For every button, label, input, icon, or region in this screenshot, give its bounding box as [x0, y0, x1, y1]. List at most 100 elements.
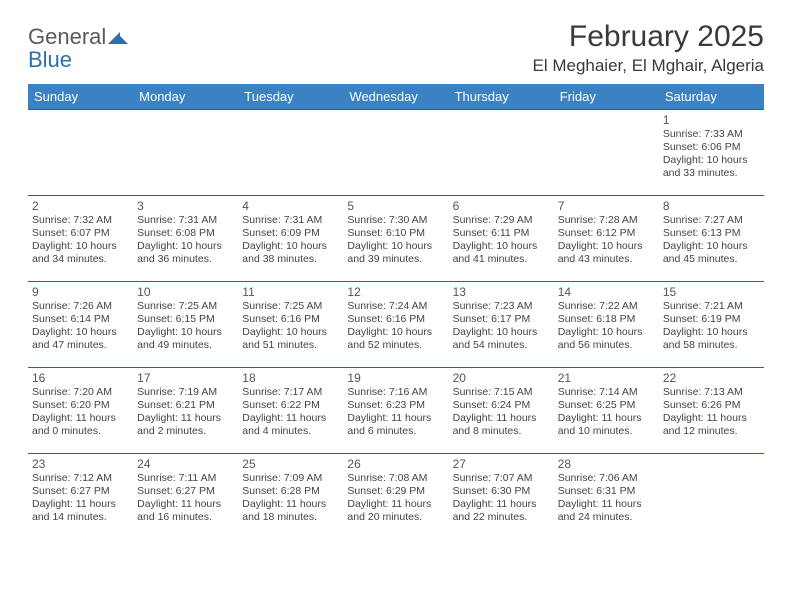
sunrise-line: Sunrise: 7:31 AM [137, 214, 234, 227]
daylight-line: Daylight: 10 hours and 51 minutes. [242, 326, 339, 352]
calendar-week-row: 23Sunrise: 7:12 AMSunset: 6:27 PMDayligh… [28, 454, 764, 540]
sunset-line: Sunset: 6:13 PM [663, 227, 760, 240]
calendar-day-cell: 11Sunrise: 7:25 AMSunset: 6:16 PMDayligh… [238, 282, 343, 368]
calendar-empty-cell [28, 110, 133, 196]
day-header: Wednesday [343, 84, 448, 110]
day-number: 1 [663, 113, 760, 127]
daylight-line: Daylight: 11 hours and 6 minutes. [347, 412, 444, 438]
day-number: 14 [558, 285, 655, 299]
calendar-empty-cell [238, 110, 343, 196]
sunrise-line: Sunrise: 7:11 AM [137, 472, 234, 485]
sunset-line: Sunset: 6:17 PM [453, 313, 550, 326]
sunset-line: Sunset: 6:10 PM [347, 227, 444, 240]
daylight-line: Daylight: 11 hours and 18 minutes. [242, 498, 339, 524]
sunrise-line: Sunrise: 7:13 AM [663, 386, 760, 399]
day-header: Thursday [449, 84, 554, 110]
day-number: 26 [347, 457, 444, 471]
sunrise-line: Sunrise: 7:26 AM [32, 300, 129, 313]
sunset-line: Sunset: 6:28 PM [242, 485, 339, 498]
header: General Blue February 2025 El Meghaier, … [28, 20, 764, 76]
daylight-line: Daylight: 10 hours and 58 minutes. [663, 326, 760, 352]
sunrise-line: Sunrise: 7:32 AM [32, 214, 129, 227]
day-header: Sunday [28, 84, 133, 110]
sunrise-line: Sunrise: 7:14 AM [558, 386, 655, 399]
sunrise-line: Sunrise: 7:25 AM [137, 300, 234, 313]
daylight-line: Daylight: 11 hours and 2 minutes. [137, 412, 234, 438]
day-number: 24 [137, 457, 234, 471]
sunset-line: Sunset: 6:27 PM [137, 485, 234, 498]
sunset-line: Sunset: 6:30 PM [453, 485, 550, 498]
sunrise-line: Sunrise: 7:09 AM [242, 472, 339, 485]
sunset-line: Sunset: 6:16 PM [347, 313, 444, 326]
sunrise-line: Sunrise: 7:17 AM [242, 386, 339, 399]
sunrise-line: Sunrise: 7:15 AM [453, 386, 550, 399]
sunrise-line: Sunrise: 7:16 AM [347, 386, 444, 399]
sunset-line: Sunset: 6:07 PM [32, 227, 129, 240]
calendar-header-row: SundayMondayTuesdayWednesdayThursdayFrid… [28, 84, 764, 110]
calendar-day-cell: 7Sunrise: 7:28 AMSunset: 6:12 PMDaylight… [554, 196, 659, 282]
sunrise-line: Sunrise: 7:30 AM [347, 214, 444, 227]
calendar-day-cell: 10Sunrise: 7:25 AMSunset: 6:15 PMDayligh… [133, 282, 238, 368]
logo-mark-icon [108, 30, 128, 49]
day-number: 18 [242, 371, 339, 385]
calendar-empty-cell [554, 110, 659, 196]
day-number: 7 [558, 199, 655, 213]
sunrise-line: Sunrise: 7:22 AM [558, 300, 655, 313]
logo-word-1: General [28, 24, 106, 49]
sunrise-line: Sunrise: 7:19 AM [137, 386, 234, 399]
daylight-line: Daylight: 11 hours and 22 minutes. [453, 498, 550, 524]
sunset-line: Sunset: 6:22 PM [242, 399, 339, 412]
daylight-line: Daylight: 11 hours and 0 minutes. [32, 412, 129, 438]
sunrise-line: Sunrise: 7:33 AM [663, 128, 760, 141]
sunrise-line: Sunrise: 7:31 AM [242, 214, 339, 227]
sunrise-line: Sunrise: 7:06 AM [558, 472, 655, 485]
logo-word-2: Blue [28, 47, 72, 72]
daylight-line: Daylight: 11 hours and 24 minutes. [558, 498, 655, 524]
calendar-week-row: 16Sunrise: 7:20 AMSunset: 6:20 PMDayligh… [28, 368, 764, 454]
calendar-day-cell: 13Sunrise: 7:23 AMSunset: 6:17 PMDayligh… [449, 282, 554, 368]
calendar-day-cell: 8Sunrise: 7:27 AMSunset: 6:13 PMDaylight… [659, 196, 764, 282]
daylight-line: Daylight: 10 hours and 49 minutes. [137, 326, 234, 352]
daylight-line: Daylight: 10 hours and 52 minutes. [347, 326, 444, 352]
calendar-day-cell: 18Sunrise: 7:17 AMSunset: 6:22 PMDayligh… [238, 368, 343, 454]
day-number: 10 [137, 285, 234, 299]
sunrise-line: Sunrise: 7:24 AM [347, 300, 444, 313]
sunrise-line: Sunrise: 7:07 AM [453, 472, 550, 485]
calendar-week-row: 9Sunrise: 7:26 AMSunset: 6:14 PMDaylight… [28, 282, 764, 368]
calendar-day-cell: 28Sunrise: 7:06 AMSunset: 6:31 PMDayligh… [554, 454, 659, 540]
daylight-line: Daylight: 11 hours and 12 minutes. [663, 412, 760, 438]
day-number: 2 [32, 199, 129, 213]
sunrise-line: Sunrise: 7:23 AM [453, 300, 550, 313]
daylight-line: Daylight: 10 hours and 45 minutes. [663, 240, 760, 266]
day-header: Monday [133, 84, 238, 110]
daylight-line: Daylight: 10 hours and 47 minutes. [32, 326, 129, 352]
daylight-line: Daylight: 10 hours and 36 minutes. [137, 240, 234, 266]
calendar-day-cell: 17Sunrise: 7:19 AMSunset: 6:21 PMDayligh… [133, 368, 238, 454]
calendar-empty-cell [133, 110, 238, 196]
daylight-line: Daylight: 11 hours and 14 minutes. [32, 498, 129, 524]
calendar-day-cell: 25Sunrise: 7:09 AMSunset: 6:28 PMDayligh… [238, 454, 343, 540]
sunset-line: Sunset: 6:26 PM [663, 399, 760, 412]
sunset-line: Sunset: 6:21 PM [137, 399, 234, 412]
daylight-line: Daylight: 11 hours and 10 minutes. [558, 412, 655, 438]
day-number: 11 [242, 285, 339, 299]
daylight-line: Daylight: 10 hours and 54 minutes. [453, 326, 550, 352]
day-number: 25 [242, 457, 339, 471]
month-title: February 2025 [532, 20, 764, 54]
daylight-line: Daylight: 11 hours and 4 minutes. [242, 412, 339, 438]
daylight-line: Daylight: 10 hours and 41 minutes. [453, 240, 550, 266]
day-number: 20 [453, 371, 550, 385]
sunset-line: Sunset: 6:19 PM [663, 313, 760, 326]
calendar-table: SundayMondayTuesdayWednesdayThursdayFrid… [28, 84, 764, 540]
daylight-line: Daylight: 11 hours and 20 minutes. [347, 498, 444, 524]
sunset-line: Sunset: 6:18 PM [558, 313, 655, 326]
daylight-line: Daylight: 10 hours and 34 minutes. [32, 240, 129, 266]
day-number: 23 [32, 457, 129, 471]
sunrise-line: Sunrise: 7:27 AM [663, 214, 760, 227]
daylight-line: Daylight: 10 hours and 38 minutes. [242, 240, 339, 266]
calendar-day-cell: 16Sunrise: 7:20 AMSunset: 6:20 PMDayligh… [28, 368, 133, 454]
calendar-week-row: 2Sunrise: 7:32 AMSunset: 6:07 PMDaylight… [28, 196, 764, 282]
day-number: 27 [453, 457, 550, 471]
day-header: Tuesday [238, 84, 343, 110]
day-number: 4 [242, 199, 339, 213]
